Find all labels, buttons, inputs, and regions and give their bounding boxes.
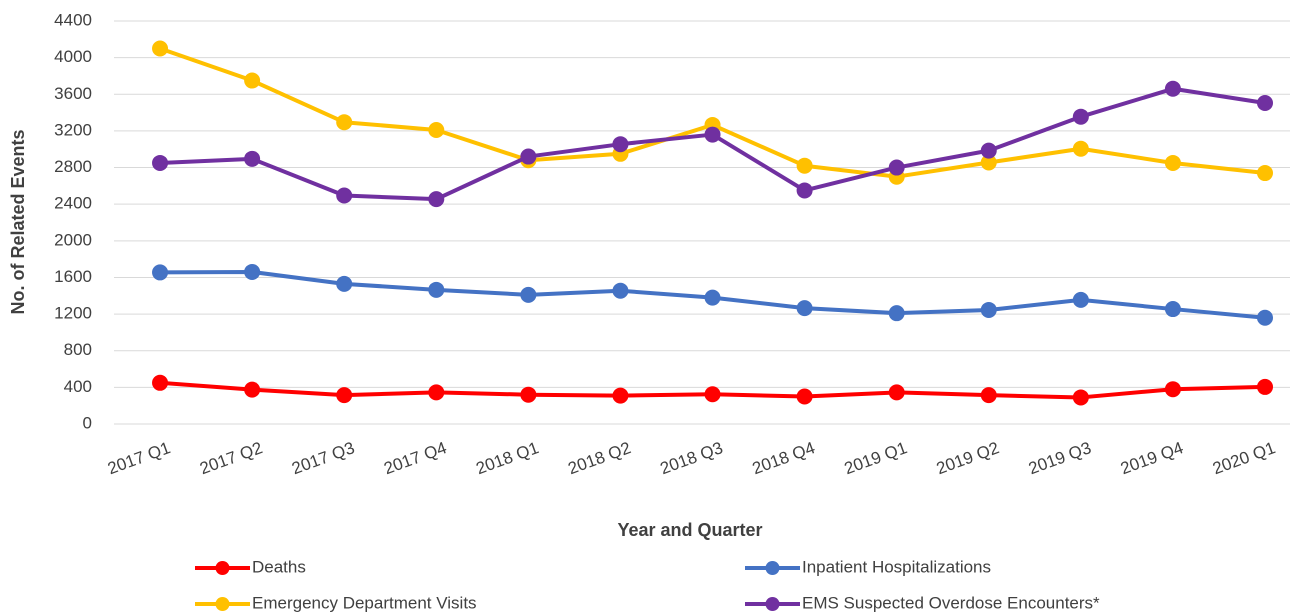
y-tick-label: 0	[83, 413, 92, 432]
x-tick-label: 2019 Q1	[842, 438, 910, 478]
legend-marker	[765, 597, 780, 611]
data-point	[244, 150, 261, 167]
x-tick-label: 2019 Q4	[1118, 438, 1186, 478]
x-tick-label: 2017 Q4	[381, 438, 449, 478]
y-tick-label: 4400	[54, 10, 92, 29]
legend-label: Inpatient Hospitalizations	[802, 557, 991, 576]
data-point	[1257, 378, 1273, 395]
data-point	[336, 114, 353, 131]
data-point	[980, 301, 997, 318]
y-tick-label: 2400	[54, 194, 92, 213]
legend-label: Deaths	[252, 557, 306, 576]
data-point	[796, 300, 813, 317]
data-point	[428, 191, 445, 208]
x-tick-label: 2019 Q3	[1026, 438, 1094, 478]
legend-marker	[215, 597, 230, 611]
data-point	[428, 384, 445, 401]
x-tick-label: 2018 Q4	[750, 438, 818, 478]
data-point	[796, 388, 813, 405]
data-point	[1164, 381, 1181, 398]
x-tick-label: 2017 Q3	[289, 438, 357, 478]
data-point	[888, 384, 905, 401]
data-point	[1164, 301, 1181, 318]
data-point	[888, 159, 905, 176]
data-point	[244, 263, 261, 280]
data-point	[152, 154, 169, 171]
data-point	[520, 148, 537, 165]
data-point	[1072, 389, 1089, 406]
data-point	[244, 381, 261, 398]
data-point	[152, 264, 169, 281]
data-point	[336, 187, 353, 204]
x-tick-label: 2020 Q1	[1210, 438, 1278, 478]
data-point	[244, 72, 261, 89]
data-point	[1257, 309, 1273, 326]
data-point	[152, 40, 169, 57]
data-point	[428, 121, 445, 138]
y-tick-label: 400	[64, 377, 92, 396]
data-point	[704, 126, 721, 143]
legend-label: Emergency Department Visits	[252, 593, 477, 612]
y-tick-label: 4000	[54, 47, 92, 66]
data-point	[704, 386, 721, 403]
data-point	[704, 289, 721, 306]
y-tick-label: 3600	[54, 84, 92, 103]
x-tick-label: 2018 Q3	[658, 438, 726, 478]
data-point	[1257, 94, 1273, 111]
x-tick-label: 2017 Q2	[197, 438, 265, 478]
y-tick-label: 2000	[54, 230, 92, 249]
data-point	[152, 374, 169, 391]
data-point	[1257, 165, 1273, 182]
data-point	[336, 275, 353, 292]
data-point	[1072, 140, 1089, 157]
data-point	[796, 182, 813, 199]
data-point	[980, 154, 997, 171]
data-point	[520, 386, 537, 403]
y-tick-label: 3200	[54, 120, 92, 139]
legend-label: EMS Suspected Overdose Encounters*	[802, 593, 1100, 612]
y-tick-label: 1600	[54, 267, 92, 286]
data-point	[980, 142, 997, 159]
y-tick-label: 800	[64, 340, 92, 359]
y-axis-title: No. of Related Events	[8, 129, 28, 314]
data-point	[1072, 108, 1089, 125]
x-axis-title: Year and Quarter	[617, 520, 762, 540]
y-tick-label: 1200	[54, 304, 92, 323]
x-tick-label: 2017 Q1	[105, 438, 173, 478]
data-point	[428, 281, 445, 298]
data-point	[336, 387, 353, 404]
data-point	[612, 282, 629, 299]
legend-marker	[765, 561, 780, 575]
data-point	[980, 387, 997, 404]
data-point	[1164, 154, 1181, 171]
legend-marker	[215, 561, 230, 575]
data-point	[612, 387, 629, 404]
data-point	[1072, 291, 1089, 308]
y-tick-label: 2800	[54, 157, 92, 176]
data-point	[796, 157, 813, 174]
x-tick-label: 2018 Q1	[473, 438, 541, 478]
data-point	[1164, 80, 1181, 97]
x-tick-label: 2018 Q2	[566, 438, 634, 478]
data-point	[888, 305, 905, 322]
series-line	[159, 86, 1266, 202]
data-point	[520, 286, 537, 303]
data-point	[612, 136, 629, 153]
x-tick-label: 2019 Q2	[934, 438, 1002, 478]
